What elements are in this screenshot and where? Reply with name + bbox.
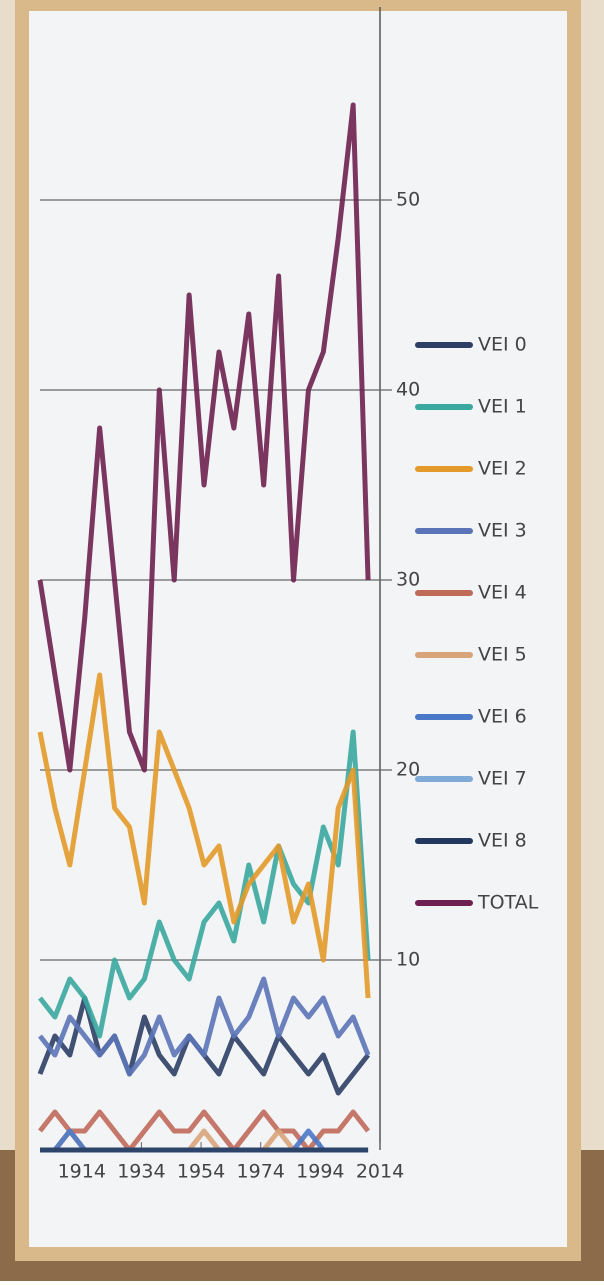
legend-label: VEI 3 xyxy=(478,520,527,542)
legend-label: VEI 5 xyxy=(478,644,527,666)
legend-label: VEI 4 xyxy=(478,582,527,604)
series-line xyxy=(37,672,371,999)
x-tick-label: 1994 xyxy=(296,1161,344,1183)
board xyxy=(15,0,581,1261)
x-tick-label: 2014 xyxy=(356,1161,404,1183)
legend-label: VEI 2 xyxy=(478,458,527,480)
series-line xyxy=(38,1109,371,1153)
x-tick-label: 1934 xyxy=(117,1161,165,1183)
y-tick-label: 50 xyxy=(396,189,420,211)
x-tick-label: 1914 xyxy=(58,1161,106,1183)
y-tick-label: 20 xyxy=(396,759,420,781)
legend-label: VEI 7 xyxy=(478,768,527,790)
x-tick-label: 1974 xyxy=(237,1161,285,1183)
y-tick-label: 40 xyxy=(396,379,420,401)
x-tick-label: 1954 xyxy=(177,1161,225,1183)
legend-label: VEI 0 xyxy=(478,334,527,356)
legend-label: VEI 1 xyxy=(478,396,527,418)
series-line xyxy=(38,729,371,1039)
legend-label: VEI 8 xyxy=(478,830,527,852)
legend-label: TOTAL xyxy=(477,892,539,914)
y-tick-label: 30 xyxy=(396,569,420,591)
series-line xyxy=(38,976,371,1077)
series-line xyxy=(37,102,371,773)
legend-label: VEI 6 xyxy=(478,706,527,728)
y-tick-label: 10 xyxy=(396,949,420,971)
